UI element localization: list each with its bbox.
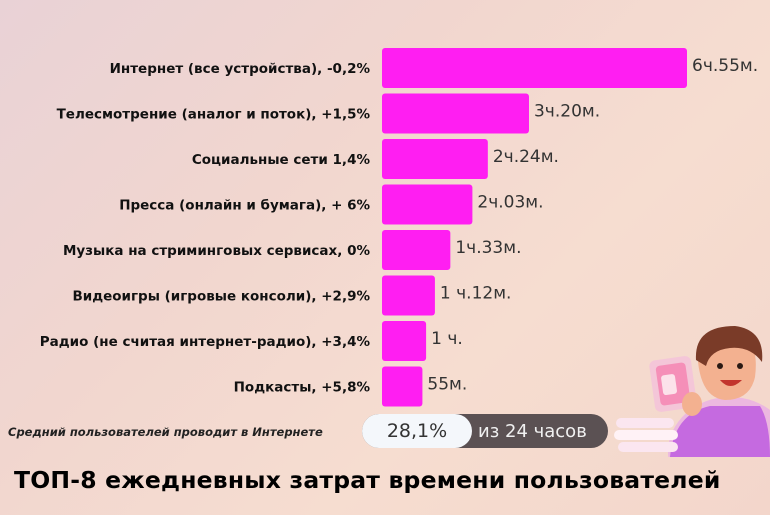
bar [382,184,473,225]
category-label: Пресса (онлайн и бумага), + 6% [119,198,370,214]
bar [382,366,423,407]
value-label: 3ч.20м. [534,102,600,122]
bar [382,230,451,270]
bar [382,139,488,179]
bar [382,48,687,88]
category-label: Музыка на стриминговых сервисах, 0% [63,243,371,259]
value-label: 2ч.24м. [493,147,559,167]
category-label: Подкасты, +5,8% [234,380,371,396]
category-label: Телесмотрение (аналог и поток), +1,5% [57,107,371,123]
page-title: ТОП-8 ежедневных затрат времени пользова… [14,466,721,494]
value-label: 1 ч. [431,329,463,349]
stat-text: из 24 часов [478,420,587,442]
value-label: 1 ч.12м. [440,284,512,304]
value-label: 1ч.33м. [455,238,521,258]
person-with-tablet-icon [614,326,770,457]
stat-pill: 28,1% из 24 часов [362,414,608,448]
value-label: 2ч.03м. [477,193,543,213]
stat-value: 28,1% [362,414,472,448]
category-label: Видеоигры (игровые консоли), +2,9% [72,289,370,305]
footer-note: Средний пользователей проводит в Интерне… [8,425,323,439]
category-label: Интернет (все устройства), -0,2% [110,61,371,77]
bar [382,93,529,134]
category-label: Радио (не считая интернет-радио), +3,4% [40,334,371,350]
bar [382,275,435,316]
category-label: Социальные сети 1,4% [192,152,371,168]
bar-chart: Интернет (все устройства), -0,2% 6ч.55м. Т… [40,48,758,407]
bar [382,321,427,361]
value-label: 55м. [427,375,467,395]
value-label: 6ч.55м. [692,56,758,76]
